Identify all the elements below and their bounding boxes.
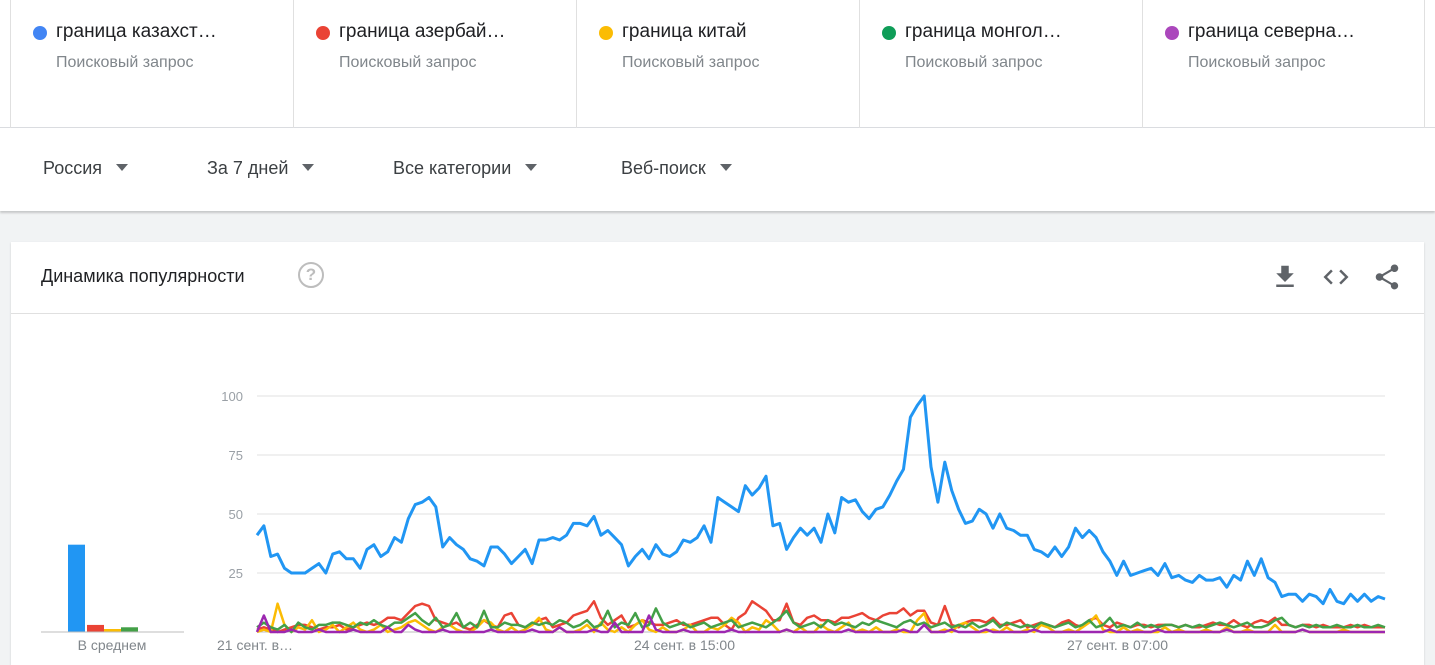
share-icon[interactable] xyxy=(1372,262,1402,292)
average-label: В среднем xyxy=(78,637,147,653)
interest-over-time-card: Динамика популярности ? В среднем 25 50 75… xyxy=(11,242,1424,665)
series-color-dot xyxy=(1165,26,1179,40)
search-type-dropdown[interactable]: Веб-поиск xyxy=(621,158,732,179)
caret-down-icon xyxy=(302,163,315,171)
y-tick-label: 25 xyxy=(229,566,243,581)
caret-down-icon xyxy=(719,163,732,171)
term-type: Поисковый запрос xyxy=(905,54,1043,71)
series-line xyxy=(256,600,1385,634)
y-tick-label: 50 xyxy=(229,507,243,522)
region-dropdown[interactable]: Россия xyxy=(43,158,129,179)
term-type: Поисковый запрос xyxy=(56,54,194,71)
series-color-dot xyxy=(316,26,330,40)
comparison-terms-bar: граница казахст… Поисковый запрос границ… xyxy=(0,0,1435,128)
average-bar xyxy=(121,627,138,632)
series-color-dot xyxy=(33,26,47,40)
chart-gridlines xyxy=(257,395,1385,633)
term-type: Поисковый запрос xyxy=(622,54,760,71)
category-value: Все категории xyxy=(393,158,512,178)
interest-chart: В среднем 25 50 75 100 21 сент. в… 24 сент. … xyxy=(41,389,1386,653)
x-axis-labels: 21 сент. в… 24 сент. в 15:00 27 сент. в 07… xyxy=(217,637,1168,653)
embed-code-icon[interactable] xyxy=(1321,262,1351,292)
term-name[interactable]: граница монгол… xyxy=(905,21,1062,42)
x-tick-label: 27 сент. в 07:00 xyxy=(1067,637,1168,653)
x-tick-label: 21 сент. в… xyxy=(217,637,293,653)
term-card-1[interactable]: граница казахст… Поисковый запрос xyxy=(10,0,293,128)
term-type: Поисковый запрос xyxy=(1188,54,1326,71)
search-type-value: Веб-поиск xyxy=(621,158,706,178)
x-tick-label: 24 сент. в 15:00 xyxy=(634,637,735,653)
series-line xyxy=(256,607,1386,634)
average-bar xyxy=(87,624,104,632)
term-card-4[interactable]: граница монгол… Поисковый запрос xyxy=(859,0,1142,128)
chart-series xyxy=(255,394,1386,634)
y-tick-label: 75 xyxy=(229,448,243,463)
series-line xyxy=(255,614,1385,634)
y-tick-label: 100 xyxy=(221,389,243,404)
term-card-3[interactable]: граница китай Поисковый запрос xyxy=(576,0,859,128)
term-card-5[interactable]: граница северна… Поисковый запрос xyxy=(1142,0,1425,128)
average-bar xyxy=(104,629,121,632)
term-card-2[interactable]: граница азербай… Поисковый запрос xyxy=(293,0,576,128)
filters-bar: Россия За 7 дней Все категории Веб-поиск xyxy=(0,128,1435,211)
download-icon[interactable] xyxy=(1270,262,1300,292)
term-name[interactable]: граница азербай… xyxy=(339,21,506,42)
region-value: Россия xyxy=(43,158,103,178)
term-name[interactable]: граница казахст… xyxy=(56,21,217,42)
period-value: За 7 дней xyxy=(207,158,289,178)
caret-down-icon xyxy=(116,163,129,171)
y-axis-labels: 25 50 75 100 xyxy=(221,389,243,581)
series-color-dot xyxy=(599,26,613,40)
period-dropdown[interactable]: За 7 дней xyxy=(207,158,315,179)
term-type: Поисковый запрос xyxy=(339,54,477,71)
series-line xyxy=(255,394,1386,606)
caret-down-icon xyxy=(525,163,538,171)
card-header: Динамика популярности ? xyxy=(11,242,1424,314)
series-color-dot xyxy=(882,26,896,40)
card-title: Динамика популярности xyxy=(41,266,245,286)
term-name[interactable]: граница северна… xyxy=(1188,21,1356,42)
term-name[interactable]: граница китай xyxy=(622,21,747,42)
help-icon[interactable]: ? xyxy=(298,262,324,288)
average-bar xyxy=(68,544,85,632)
average-bars: В среднем xyxy=(41,544,184,653)
category-dropdown[interactable]: Все категории xyxy=(393,158,538,179)
